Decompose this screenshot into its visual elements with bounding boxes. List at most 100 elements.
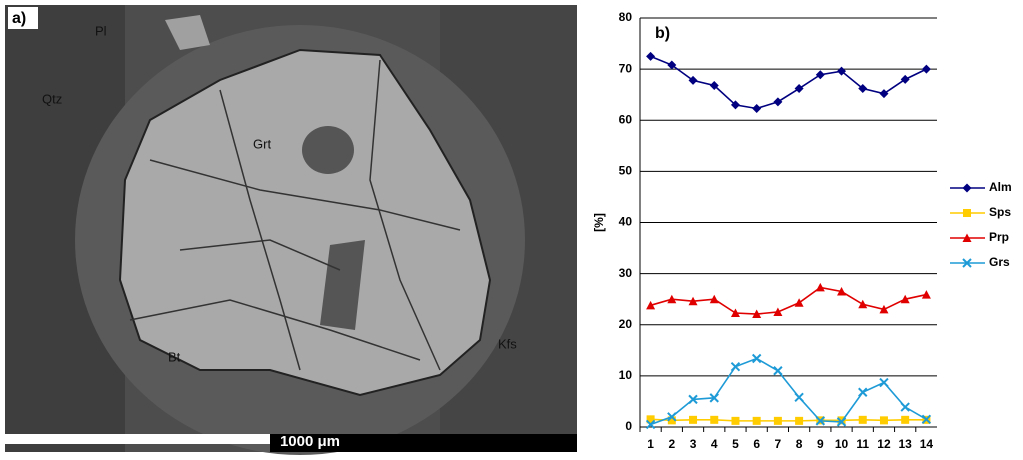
marker [837, 66, 847, 76]
marker [773, 366, 783, 376]
marker [836, 417, 847, 427]
x-tick-label: 5 [732, 437, 739, 451]
micrograph: a) Pl Qtz Grt Bt Kfs 1000 μm [5, 5, 577, 455]
y-tick-label: 20 [619, 317, 633, 331]
marker [879, 304, 889, 314]
x-tick-label: 11 [856, 437, 869, 451]
marker [815, 282, 825, 292]
cracks [129, 59, 461, 371]
marker [689, 415, 698, 424]
marker [921, 64, 931, 74]
marker [752, 309, 762, 319]
y-tick-label: 70 [619, 61, 633, 75]
marker [730, 308, 740, 317]
marker [709, 294, 719, 304]
legend-label: Sps [989, 205, 1011, 219]
y-tick-label: 0 [625, 419, 632, 433]
y-tick-label: 40 [619, 215, 633, 229]
marker [815, 416, 826, 426]
marker [900, 74, 910, 84]
marker [730, 100, 740, 110]
x-tick-label: 13 [898, 437, 912, 451]
x-tick-label: 3 [690, 437, 697, 451]
legend-label: Grs [989, 255, 1010, 269]
x-tick-label: 6 [753, 437, 760, 451]
marker [710, 415, 719, 424]
series-line [650, 357, 927, 426]
marker [646, 415, 655, 424]
scale-bar-label: 1000 μm [280, 433, 340, 450]
marker [667, 294, 677, 304]
x-tick-label: 10 [835, 437, 849, 451]
marker [667, 416, 676, 425]
inclusion [302, 126, 354, 174]
marker [901, 415, 910, 424]
y-tick-label: 50 [619, 164, 633, 178]
marker [879, 416, 888, 425]
x-tick-label: 9 [817, 437, 824, 451]
y-tick-label: 60 [619, 112, 633, 126]
marker [900, 294, 910, 304]
scale-bar [5, 434, 270, 444]
marker [730, 361, 741, 372]
marker [858, 299, 868, 309]
marker [688, 394, 698, 405]
marker [962, 258, 972, 268]
marker [709, 393, 719, 403]
y-tick-label: 80 [619, 10, 633, 24]
mineral-label: Qtz [42, 91, 62, 106]
marker [773, 416, 782, 425]
x-tick-label: 7 [775, 437, 782, 451]
marker [645, 419, 656, 430]
legend-label: Alm [989, 180, 1012, 194]
marker [858, 387, 868, 397]
scale-bar-background [270, 434, 577, 452]
marker [794, 392, 804, 403]
marker [752, 416, 761, 425]
marker [858, 84, 868, 94]
marker [646, 300, 656, 310]
x-tick-label: 2 [668, 437, 675, 451]
marker [794, 84, 804, 94]
marker [667, 412, 677, 422]
marker [688, 75, 698, 85]
marker [900, 402, 910, 412]
panel-label: b) [655, 25, 670, 42]
legend-label: Prp [989, 230, 1009, 244]
marker [921, 414, 932, 425]
marker [688, 296, 698, 306]
mineral-label: Grt [253, 136, 271, 151]
grain [165, 15, 210, 50]
mineral-label: Bt [168, 349, 181, 364]
marker [837, 416, 846, 425]
y-tick-label: 10 [619, 368, 633, 382]
marker [879, 89, 889, 99]
marker [815, 70, 825, 80]
marker [962, 183, 972, 193]
marker [751, 353, 762, 364]
x-tick-label: 14 [920, 437, 934, 451]
marker [794, 298, 804, 307]
marker [837, 287, 847, 296]
marker [858, 415, 867, 424]
inclusion [320, 240, 365, 330]
series-line [650, 286, 927, 315]
panel-label: a) [12, 10, 26, 27]
marker [667, 60, 677, 70]
marker [709, 80, 719, 90]
garnet [118, 48, 492, 397]
x-tick-label: 8 [796, 437, 803, 451]
panel-label-box [8, 7, 38, 29]
x-tick-label: 4 [711, 437, 718, 451]
marker [731, 416, 740, 425]
marker [752, 103, 762, 113]
marker [963, 209, 971, 217]
marker [795, 416, 804, 425]
marker [962, 233, 972, 242]
x-tick-label: 12 [877, 437, 891, 451]
x-tick-label: 1 [647, 437, 654, 451]
mineral-label: Pl [95, 23, 107, 38]
marker [773, 97, 783, 107]
marker [773, 307, 783, 316]
